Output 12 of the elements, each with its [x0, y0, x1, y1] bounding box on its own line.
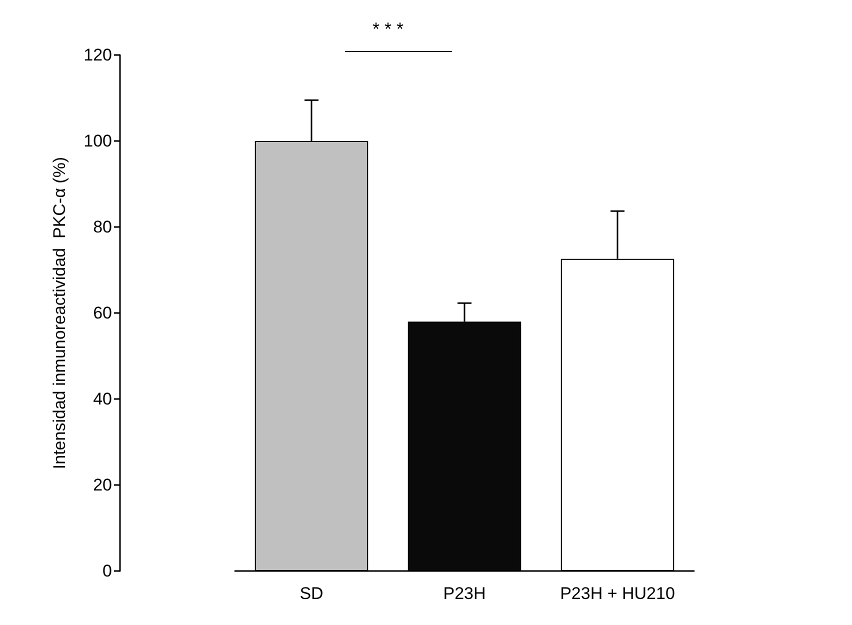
text: * * * — [372, 19, 404, 40]
x-tick-label: P23H + HU210 — [560, 584, 675, 603]
y-tick-label: 120 — [84, 46, 112, 64]
y-axis-title: Intensidad inmunoreactividad PKC-α (%) — [50, 156, 69, 470]
y-tick-label: 0 — [102, 562, 112, 580]
x-tick-label: SD — [300, 584, 324, 603]
y-tick-label: 40 — [93, 390, 112, 408]
y-tick-label: 100 — [84, 132, 112, 150]
y-tick-label: 20 — [93, 476, 112, 494]
y-tick-label: 80 — [93, 218, 112, 236]
x-tick-label: P23H — [443, 584, 486, 603]
y-tick-label: 60 — [93, 304, 112, 322]
